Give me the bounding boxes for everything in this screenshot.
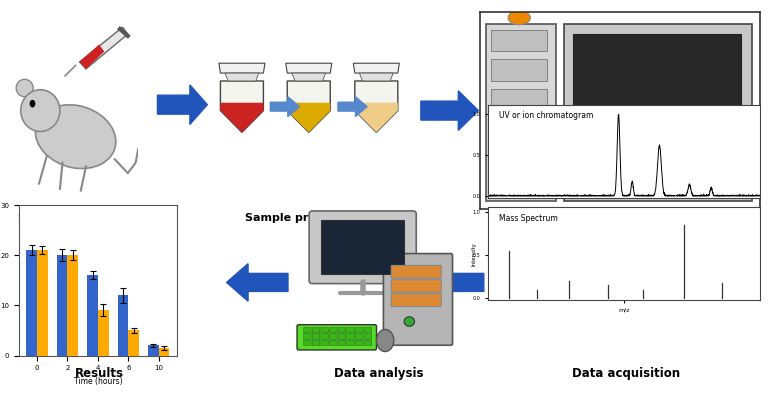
- FancyBboxPatch shape: [321, 220, 404, 274]
- Bar: [26, 250, 37, 356]
- FancyBboxPatch shape: [329, 340, 337, 346]
- Text: Waters
Xevo TQ-S: Waters Xevo TQ-S: [641, 105, 673, 116]
- Bar: [98, 310, 108, 356]
- Text: Sample collection: Sample collection: [18, 213, 128, 223]
- FancyBboxPatch shape: [492, 89, 548, 111]
- FancyBboxPatch shape: [492, 30, 548, 51]
- Bar: [159, 348, 170, 356]
- Polygon shape: [355, 81, 398, 132]
- FancyBboxPatch shape: [303, 334, 311, 339]
- FancyBboxPatch shape: [383, 254, 452, 345]
- Polygon shape: [359, 73, 393, 81]
- FancyBboxPatch shape: [321, 340, 329, 346]
- Bar: [57, 256, 68, 356]
- FancyBboxPatch shape: [364, 327, 372, 333]
- Text: Intensity: Intensity: [472, 242, 477, 266]
- Polygon shape: [225, 73, 259, 81]
- Polygon shape: [292, 73, 326, 81]
- FancyBboxPatch shape: [492, 59, 548, 81]
- FancyBboxPatch shape: [347, 334, 354, 339]
- FancyBboxPatch shape: [338, 334, 346, 339]
- Polygon shape: [338, 97, 367, 117]
- FancyBboxPatch shape: [485, 24, 556, 201]
- Polygon shape: [157, 85, 207, 124]
- FancyBboxPatch shape: [313, 340, 319, 346]
- Polygon shape: [286, 63, 332, 73]
- FancyBboxPatch shape: [391, 294, 442, 307]
- FancyBboxPatch shape: [572, 34, 740, 196]
- FancyBboxPatch shape: [303, 327, 311, 333]
- Ellipse shape: [16, 79, 33, 97]
- FancyBboxPatch shape: [338, 340, 346, 346]
- FancyBboxPatch shape: [347, 327, 354, 333]
- Polygon shape: [355, 103, 398, 132]
- Ellipse shape: [376, 329, 394, 352]
- FancyBboxPatch shape: [492, 152, 548, 174]
- Bar: [118, 295, 128, 356]
- Bar: [68, 256, 78, 356]
- Polygon shape: [421, 91, 478, 130]
- Text: UV or ion chromatogram: UV or ion chromatogram: [498, 111, 593, 120]
- FancyBboxPatch shape: [297, 325, 376, 350]
- FancyBboxPatch shape: [347, 340, 354, 346]
- Polygon shape: [270, 97, 300, 117]
- FancyBboxPatch shape: [303, 340, 311, 346]
- Polygon shape: [219, 63, 265, 73]
- X-axis label: Time (hours): Time (hours): [74, 377, 122, 386]
- FancyBboxPatch shape: [338, 327, 346, 333]
- FancyBboxPatch shape: [356, 327, 363, 333]
- Polygon shape: [426, 264, 484, 301]
- Polygon shape: [353, 63, 399, 73]
- FancyBboxPatch shape: [321, 327, 329, 333]
- Polygon shape: [287, 81, 330, 132]
- Polygon shape: [220, 81, 263, 132]
- FancyBboxPatch shape: [356, 340, 363, 346]
- Ellipse shape: [21, 90, 60, 132]
- FancyBboxPatch shape: [391, 265, 442, 278]
- Bar: [128, 331, 139, 356]
- Polygon shape: [287, 103, 330, 132]
- Ellipse shape: [35, 105, 116, 169]
- FancyBboxPatch shape: [313, 327, 319, 333]
- FancyBboxPatch shape: [492, 176, 548, 198]
- FancyBboxPatch shape: [492, 118, 548, 140]
- Bar: [148, 346, 159, 356]
- Polygon shape: [80, 45, 104, 69]
- Polygon shape: [220, 103, 263, 132]
- FancyBboxPatch shape: [356, 334, 363, 339]
- Bar: [37, 250, 48, 356]
- FancyBboxPatch shape: [329, 327, 337, 333]
- FancyBboxPatch shape: [313, 334, 319, 339]
- Text: Data acquisition: Data acquisition: [572, 367, 680, 380]
- Text: Data analysis: Data analysis: [334, 367, 423, 380]
- Text: Mass Spectrum: Mass Spectrum: [498, 214, 558, 223]
- Text: Results: Results: [75, 367, 124, 380]
- FancyBboxPatch shape: [391, 280, 442, 292]
- FancyBboxPatch shape: [309, 211, 416, 284]
- Polygon shape: [227, 264, 288, 301]
- FancyBboxPatch shape: [321, 334, 329, 339]
- Polygon shape: [80, 27, 127, 69]
- Bar: [88, 275, 98, 356]
- Circle shape: [30, 100, 35, 107]
- FancyBboxPatch shape: [564, 24, 752, 201]
- FancyBboxPatch shape: [329, 334, 337, 339]
- Circle shape: [404, 317, 415, 326]
- FancyBboxPatch shape: [364, 334, 372, 339]
- FancyBboxPatch shape: [364, 340, 372, 346]
- Text: Sample preparation: Sample preparation: [245, 213, 369, 223]
- Ellipse shape: [508, 11, 531, 25]
